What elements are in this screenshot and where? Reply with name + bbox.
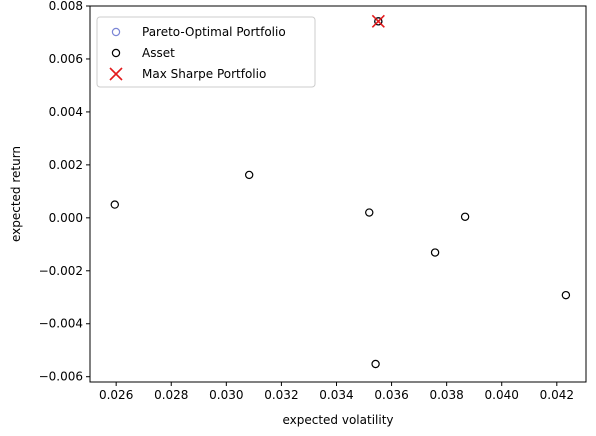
y-tick-label: 0.006 [49, 52, 83, 66]
y-tick-label: 0.002 [49, 158, 83, 172]
x-tick-label: 0.040 [485, 388, 519, 402]
max-sharpe-marker [371, 14, 385, 28]
x-tick-label: 0.030 [209, 388, 243, 402]
asset-point [430, 248, 440, 257]
x-tick-label: 0.026 [99, 388, 133, 402]
y-tick-label: 0.000 [49, 211, 83, 225]
x-tick-label: 0.042 [540, 388, 574, 402]
y-tick-label: −0.002 [39, 264, 83, 278]
x-tick-label: 0.036 [374, 388, 408, 402]
y-axis-label: expected return [9, 146, 23, 242]
asset-point [371, 359, 380, 369]
y-tick-label: 0.004 [49, 105, 83, 119]
legend-marker-x [109, 67, 123, 81]
legend-label: Asset [142, 46, 175, 60]
legend: Pareto-Optimal Portfolio Asset Max Sharpe … [96, 16, 316, 88]
x-tick-label: 0.032 [264, 388, 298, 402]
y-tick-label: 0.008 [49, 0, 83, 13]
asset-point [110, 200, 119, 209]
legend-marker-circle [111, 48, 121, 58]
asset-point [374, 17, 383, 26]
y-tick-label: −0.004 [39, 317, 83, 331]
x-tick-label: 0.038 [429, 388, 463, 402]
asset-point [365, 208, 374, 217]
data-points [110, 14, 571, 369]
legend-label: Pareto-Optimal Portfolio [142, 25, 286, 39]
legend-marker-circle [111, 27, 121, 37]
asset-point [244, 170, 254, 180]
x-tick-label: 0.028 [154, 388, 188, 402]
legend-box [96, 16, 316, 88]
y-axis: −0.006 −0.004 −0.002 0.000 0.002 0.004 0.006 0.… [39, 0, 90, 384]
asset-point [561, 290, 571, 300]
legend-label: Max Sharpe Portfolio [142, 67, 266, 81]
x-axis: 0.026 0.028 0.030 0.032 0.034 0.036 0.038 0.040… [99, 382, 574, 402]
y-tick-label: −0.006 [39, 370, 83, 384]
x-tick-label: 0.034 [319, 388, 353, 402]
x-axis-label: expected volatility [282, 413, 393, 427]
asset-point [460, 212, 470, 221]
